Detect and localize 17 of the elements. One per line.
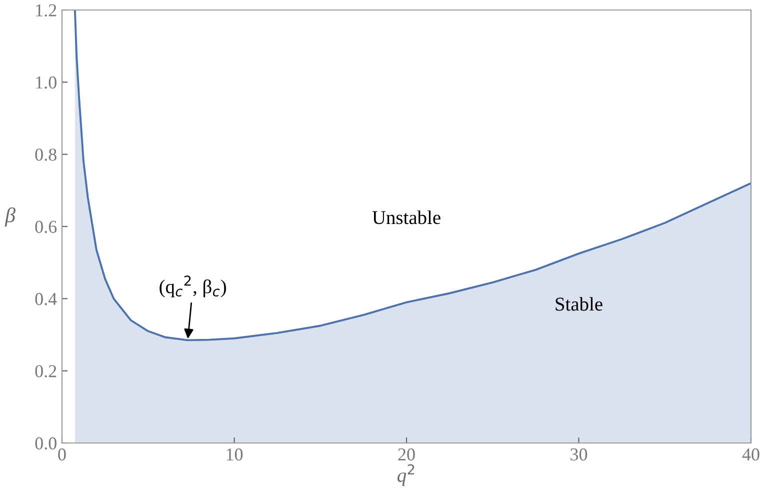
x-tick-label: 10 [226,448,243,461]
annotation: Unstable [372,210,440,224]
y-tick-label: 0.0 [35,437,56,450]
x-tick-label: 0 [58,448,66,461]
y-tick-label: 1.2 [36,4,56,17]
y-tick-label: 1.0 [36,76,56,89]
y-tick-label: 0.2 [35,365,56,378]
annotation: (q$_{c}$$^{2}$, β$_{c}$) [160,276,226,298]
annotation: Stable [556,297,602,311]
y-tick-label: 0.4 [35,292,57,306]
y-tick-label: 0.6 [35,220,57,234]
y-tick-label: 0.8 [35,148,56,161]
x-axis-title: q$^{2}$ [398,464,414,486]
x-tick-label: 30 [570,448,588,461]
y-axis-title: β [4,207,16,226]
x-tick-label: 20 [398,448,415,461]
x-tick-label: 40 [742,448,760,461]
